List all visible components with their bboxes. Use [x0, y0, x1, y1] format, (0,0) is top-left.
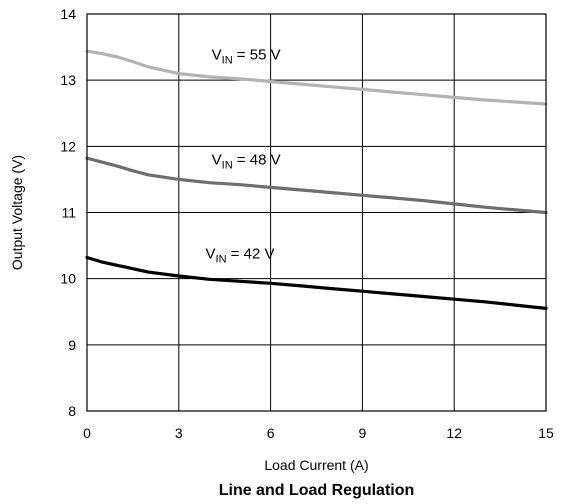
x-tick-label: 15: [538, 425, 554, 441]
chart-title: Line and Load Regulation: [219, 482, 415, 499]
x-tick-labels: 0 3 6 9 12 15: [83, 425, 554, 441]
y-tick-label: 14: [60, 6, 76, 22]
y-tick-label: 11: [61, 205, 76, 221]
x-axis-label: Load Current (A): [264, 457, 368, 473]
x-tick-label: 12: [446, 425, 462, 441]
series-line: [85, 255, 548, 310]
x-tick-label: 3: [175, 425, 183, 441]
y-tick-labels: 8 9 10 11 12 13 14: [60, 6, 76, 419]
y-tick-label: 10: [60, 271, 76, 287]
y-tick-label: 12: [60, 138, 76, 154]
plot-frame: [86, 13, 547, 412]
series-label: VIN = 48 V: [212, 151, 281, 171]
x-tick-label: 9: [359, 425, 367, 441]
series-label: VIN = 42 V: [206, 245, 275, 265]
series-line: [85, 156, 548, 215]
y-tick-label: 13: [60, 72, 76, 88]
y-tick-label: 9: [68, 337, 76, 353]
series-label: VIN = 55 V: [212, 46, 281, 66]
x-tick-label: 6: [267, 425, 275, 441]
x-tick-label: 0: [83, 425, 91, 441]
y-tick-label: 8: [68, 403, 76, 419]
y-axis-label: Output Voltage (V): [9, 155, 25, 270]
series-line: [85, 49, 548, 106]
series-labels: VIN = 55 V VIN = 48 V VIN = 42 V: [206, 46, 281, 265]
series-lines: [85, 49, 548, 310]
